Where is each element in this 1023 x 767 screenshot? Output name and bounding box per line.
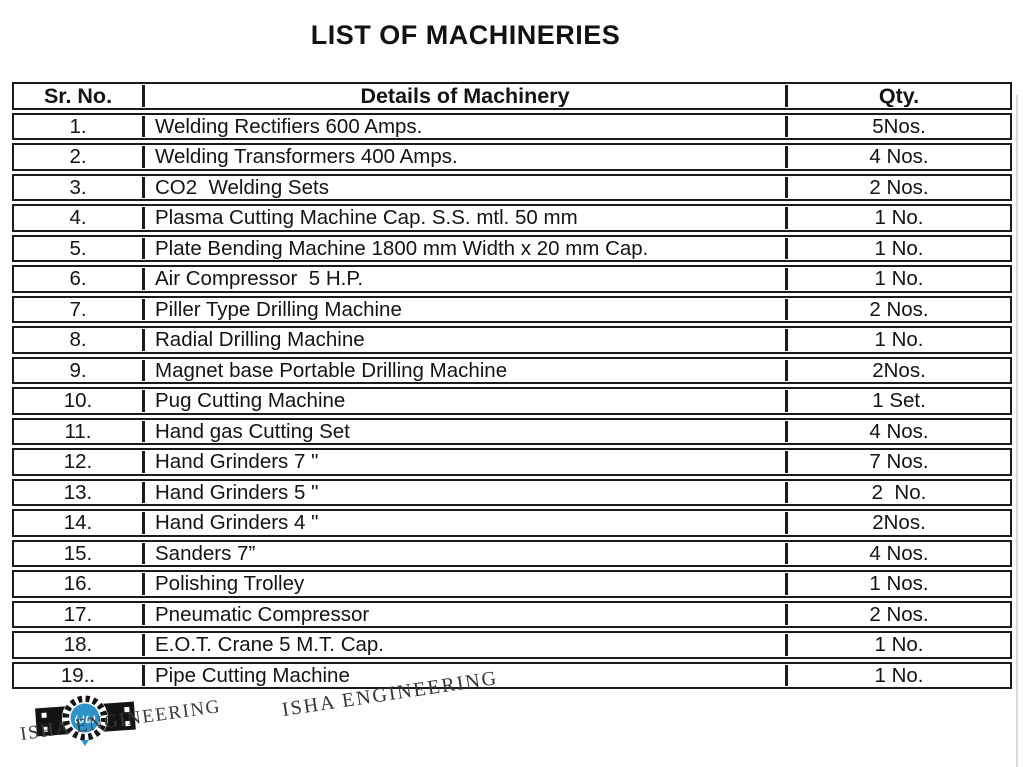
table-row: 4. Plasma Cutting Machine Cap. S.S. mtl.…	[12, 204, 1012, 232]
details-cell: Air Compressor 5 H.P.	[142, 268, 788, 290]
sr-no-cell: 10.	[63, 390, 93, 412]
scan-artifact-line	[1016, 95, 1018, 767]
sr-no-cell: 13.	[63, 481, 93, 503]
qty-cell: 2Nos.	[872, 512, 926, 534]
table-row: 19.. Pipe Cutting Machine 1 No.	[12, 661, 1012, 689]
table-row: 5. Plate Bending Machine 1800 mm Width x…	[12, 234, 1012, 262]
table-row: 6. Air Compressor 5 H.P. 1 No.	[12, 265, 1012, 293]
machinery-table: Sr. No. Details of Machinery Qty. 1. Wel…	[12, 82, 1012, 692]
qty-cell: 4 Nos.	[869, 420, 929, 442]
details-cell: E.O.T. Crane 5 M.T. Cap.	[142, 634, 788, 656]
table-row: 16. Polishing Trolley 1 Nos.	[12, 570, 1012, 598]
table-row: 3. CO2 Welding Sets 2 Nos.	[12, 173, 1012, 201]
sr-no-cell: 8.	[69, 329, 87, 351]
qty-cell: 1 No.	[874, 329, 924, 351]
table-row: 8. Radial Drilling Machine 1 No.	[12, 326, 1012, 354]
qty-cell: 4 Nos.	[869, 542, 929, 564]
qty-cell: 1 No.	[874, 207, 924, 229]
qty-cell: 2 No.	[871, 481, 927, 503]
sr-no-cell: 9.	[69, 359, 87, 381]
table-row: 12. Hand Grinders 7 " 7 Nos.	[12, 448, 1012, 476]
qty-cell: 2 Nos.	[869, 176, 929, 198]
details-cell: Hand Grinders 5 "	[142, 481, 788, 503]
qty-cell: 2Nos.	[872, 359, 926, 381]
table-row: 13. Hand Grinders 5 " 2 No.	[12, 478, 1012, 506]
sr-no-cell: 1.	[69, 115, 87, 137]
details-cell: Sanders 7”	[142, 542, 788, 564]
sr-no-cell: 16.	[63, 573, 93, 595]
qty-cell: 4 Nos.	[869, 146, 929, 168]
sr-no-cell: 12.	[63, 451, 93, 473]
sr-no-cell: 17.	[63, 603, 93, 625]
sr-no-cell: 4.	[69, 207, 87, 229]
qty-cell: 2 Nos.	[869, 603, 929, 625]
table-header-row: Sr. No. Details of Machinery Qty.	[12, 82, 1012, 110]
sr-no-cell: 18.	[63, 634, 93, 656]
table-row: 11. Hand gas Cutting Set 4 Nos.	[12, 417, 1012, 445]
sr-no-cell: 19..	[60, 664, 96, 686]
details-cell: Radial Drilling Machine	[142, 329, 788, 351]
table-row: 7. Piller Type Drilling Machine 2 Nos.	[12, 295, 1012, 323]
sr-no-cell: 2.	[69, 146, 87, 168]
table-row: 14. Hand Grinders 4 " 2Nos.	[12, 509, 1012, 537]
table-body: 1. Welding Rectifiers 600 Amps. 5Nos. 2.…	[12, 112, 1012, 689]
isha-engineering-gear-logo-icon: ωω	[35, 695, 136, 746]
sr-no-cell: 5.	[69, 237, 87, 259]
qty-cell: 1 Set.	[872, 390, 926, 412]
details-cell: Welding Rectifiers 600 Amps.	[142, 115, 788, 137]
sr-no-cell: 15.	[63, 542, 93, 564]
logo-monogram: ωω	[74, 712, 96, 727]
qty-cell: 1 No.	[874, 664, 924, 686]
table-row: 15. Sanders 7” 4 Nos.	[12, 539, 1012, 567]
qty-cell: 2 Nos.	[869, 298, 929, 320]
qty-cell: 1 No.	[874, 268, 924, 290]
details-cell: CO2 Welding Sets	[142, 176, 788, 198]
sr-no-cell: 14.	[63, 512, 93, 534]
header-qty: Qty.	[878, 84, 920, 107]
table-row: 2. Welding Transformers 400 Amps. 4 Nos.	[12, 143, 1012, 171]
details-cell: Pipe Cutting Machine	[142, 664, 788, 686]
details-cell: Plasma Cutting Machine Cap. S.S. mtl. 50…	[142, 207, 788, 229]
details-cell: Pug Cutting Machine	[142, 390, 788, 412]
sr-no-cell: 11.	[64, 420, 92, 442]
table-row: 17. Pneumatic Compressor 2 Nos.	[12, 600, 1012, 628]
qty-cell: 7 Nos.	[869, 451, 929, 473]
details-cell: Plate Bending Machine 1800 mm Width x 20…	[142, 237, 788, 259]
details-cell: Welding Transformers 400 Amps.	[142, 146, 788, 168]
details-cell: Magnet base Portable Drilling Machine	[142, 359, 788, 381]
table-row: 18. E.O.T. Crane 5 M.T. Cap. 1 No.	[12, 631, 1012, 659]
details-cell: Hand Grinders 7 "	[142, 451, 788, 473]
table-row: 9. Magnet base Portable Drilling Machine…	[12, 356, 1012, 384]
qty-cell: 1 No.	[874, 634, 924, 656]
qty-cell: 1 No.	[874, 237, 924, 259]
details-cell: Pneumatic Compressor	[142, 603, 788, 625]
qty-cell: 5Nos.	[872, 115, 926, 137]
table-row: 10. Pug Cutting Machine 1 Set.	[12, 387, 1012, 415]
sr-no-cell: 6.	[69, 268, 87, 290]
page-title: LIST OF MACHINERIES	[310, 20, 621, 50]
sr-no-cell: 7.	[69, 298, 87, 320]
sr-no-cell: 3.	[69, 176, 87, 198]
header-details: Details of Machinery	[142, 84, 788, 107]
table-row: 1. Welding Rectifiers 600 Amps. 5Nos.	[12, 112, 1012, 140]
details-cell: Polishing Trolley	[142, 573, 788, 595]
qty-cell: 1 Nos.	[869, 573, 929, 595]
header-sr-no: Sr. No.	[43, 84, 113, 107]
details-cell: Hand Grinders 4 "	[142, 512, 788, 534]
details-cell: Hand gas Cutting Set	[142, 420, 788, 442]
details-cell: Piller Type Drilling Machine	[142, 298, 788, 320]
